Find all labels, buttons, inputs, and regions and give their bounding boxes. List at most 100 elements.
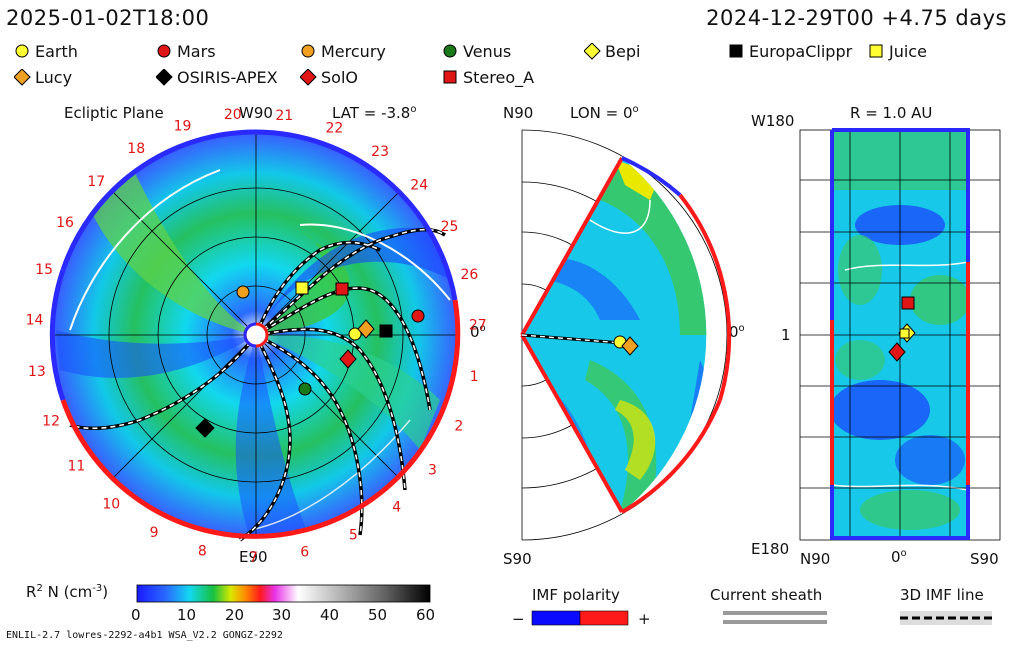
imf-line-title: 3D IMF line [900,586,984,604]
legend-label: OSIRIS-APEX [177,68,278,87]
rotation-number: 13 [28,364,46,380]
venus-marker-ecliptic [298,382,312,396]
colorbar-tick-30: 30 [272,606,292,624]
legend-label: Mars [177,42,216,61]
legend-marker-icon [15,44,29,58]
legend-item-europaclippr: EuropaClippr [728,42,852,61]
colorbar-label: R2 N (cm-3) [26,583,109,601]
osiris-apex-marker-ecliptic [195,418,215,438]
carrington-rotation-numbers: 20 21222324252627123456789101112131415161… [26,107,487,566]
rotation-number: 27 [469,318,487,334]
legend-label: Juice [889,42,927,61]
imf-plus: + [638,610,651,628]
legend-item-venus: Venus [442,42,511,61]
radial-panel [799,128,1001,541]
ecliptic-zero-label: 0o [470,323,486,341]
rotation-number: 11 [67,459,85,475]
density-colorbar [136,584,431,603]
colorbar-tick-0: 0 [131,606,141,624]
europaclipper-marker-ecliptic [379,324,393,338]
legend-marker-icon [300,69,317,86]
e180-label: E180 [751,540,790,558]
rotation-number: 17 [87,174,105,190]
legend-label: SolO [321,68,358,87]
lucy-marker-meridional [621,336,639,356]
r-label: R = 1.0 AU [850,104,933,122]
legend-item-stereo-a: Stereo_A [442,68,534,87]
imf-polarity-title: IMF polarity [532,586,620,604]
legend-item-osiris-apex: OSIRIS-APEX [156,68,278,87]
legend-label: EuropaClippr [749,42,853,61]
simulation-time: 2025-01-02T18:00 [6,6,210,30]
colorbar-tick-50: 50 [368,606,388,624]
legend-marker-icon [301,44,315,58]
rotation-number: 18 [127,141,145,157]
rotation-number: 4 [392,500,401,516]
lucy-marker-ecliptic [357,319,375,339]
rotation-number: 3 [428,463,437,479]
legend-item-bepi: Bepi [584,42,640,61]
legend-item-mercury: Mercury [300,42,386,61]
legend-marker-icon [584,43,601,60]
meridional-wedge [520,129,732,541]
solo-marker-radial [888,342,906,362]
stereo-a-marker-radial [901,296,915,310]
rotation-number: 16 [56,215,74,231]
legend-label: Mercury [321,42,386,61]
meridional-zero-label: 0o [729,323,745,341]
colorbar-tick-60: 60 [416,606,436,624]
rotation-number: 10 [102,496,120,512]
solo-marker-ecliptic [339,349,357,369]
legend-marker-icon [729,44,743,58]
current-sheath-title: Current sheath [710,586,823,604]
n90-label: N90 [503,104,534,122]
legend-marker-icon [443,70,457,84]
w90-label: W90 [239,104,273,122]
s90-x-label: S90 [970,550,999,568]
e90-label: E90 [239,548,268,566]
legend-label: Lucy [35,68,73,87]
legend-label: Earth [35,42,78,61]
mars-marker-ecliptic [411,309,425,323]
rotation-number: 19 [174,119,192,135]
juice-marker-ecliptic [295,281,309,295]
legend-marker-icon [156,69,173,86]
imf-positive-swatch [579,610,629,626]
legend-label: Stereo_A [463,68,535,87]
rotation-number: 1 [470,369,479,385]
legend-item-lucy: Lucy [14,68,72,87]
ecliptic-title: Ecliptic Plane [64,104,164,122]
earth-marker-ecliptic [348,327,362,341]
mercury-marker-ecliptic [236,285,250,299]
legend-item-juice: Juice [868,42,927,61]
colorbar-tick-10: 10 [177,606,197,624]
object-markers [195,281,916,438]
lat-label: LAT = -3.8o [332,104,417,122]
imf-line-swatch [900,611,992,625]
legend-label: Bepi [605,42,641,61]
n90-x-label: N90 [800,550,831,568]
colorbar-tick-20: 20 [225,606,245,624]
forecast-time: 2024-12-29T00 +4.75 days [706,6,1007,30]
imf-negative-swatch [531,610,581,626]
s90-label: S90 [503,550,532,568]
legend-marker-icon [14,69,31,86]
legend-marker-icon [869,44,883,58]
ecliptic-disc [49,129,461,542]
legend-marker-icon [157,44,171,58]
rotation-number: 24 [410,178,428,194]
rotation-number: 7 [249,550,258,566]
rotation-number: 21 [275,108,293,124]
stereo-a-marker-ecliptic [335,282,349,296]
rotation-number: 14 [26,313,44,329]
rotation-number: 15 [35,262,53,278]
model-footer: ENLIL-2.7 lowres-2292-a4b1 WSA_V2.2 GONG… [6,630,283,641]
rotation-number: 8 [198,543,207,559]
rotation-number: 22 [325,120,343,136]
rotation-number: 20 [224,107,242,123]
current-sheath-swatch [723,611,827,624]
rotation-number: 6 [300,545,309,561]
juice-marker-radial [899,328,910,339]
rotation-number: 9 [150,525,159,541]
rotation-number: 23 [371,144,389,160]
